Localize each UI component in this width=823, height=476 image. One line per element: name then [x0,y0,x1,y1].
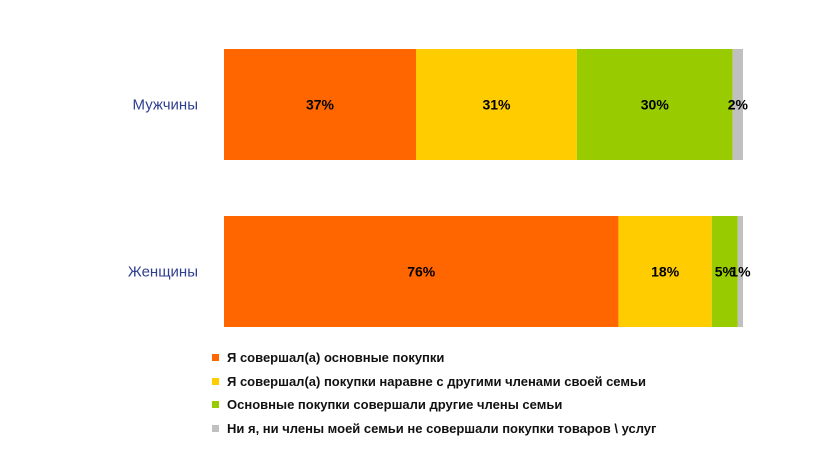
legend-swatch [212,354,219,362]
legend-label: Я совершал(а) основные покупки [227,350,445,366]
data-label: 31% [482,97,511,113]
bar-segment [618,216,712,327]
legend-label: Основные покупки совершали другие члены … [227,397,563,413]
category-labels: Мужчины Женщины [128,97,198,281]
bar-segment [737,216,743,327]
data-label: 76% [407,264,436,280]
data-label: 1% [730,264,751,280]
legend-item: Ни я, ни члены моей семьи не совершали п… [212,417,656,441]
legend-item: Основные покупки совершали другие члены … [212,393,656,417]
legend-label: Я совершал(а) покупки наравне с другими … [227,373,646,389]
value-labels: 37% 31% 30% 2% 76% 18% 5%1% [306,97,751,280]
data-label: 2% [728,97,749,113]
legend-item: Я совершал(а) покупки наравне с другими … [212,370,656,394]
legend-swatch [212,401,219,409]
legend-swatch [212,377,219,385]
legend: Я совершал(а) основные покупки Я совершал… [212,346,656,440]
bar-segment [732,49,743,160]
category-label: Женщины [128,264,198,281]
category-label: Мужчины [133,97,198,114]
bar-segment [224,216,619,327]
bars-layer [224,49,743,327]
bar-segment [711,216,738,327]
legend-swatch [212,424,219,432]
data-label: 37% [306,97,335,113]
bar-segment [224,49,417,160]
legend-item: Я совершал(а) основные покупки [212,346,656,370]
data-label: 5% [715,264,736,280]
bar-segment [416,49,577,160]
bar-segment [576,49,733,160]
legend-label: Ни я, ни члены моей семьи не совершали п… [227,420,657,436]
data-label: 18% [651,264,680,280]
data-label: 30% [641,97,670,113]
